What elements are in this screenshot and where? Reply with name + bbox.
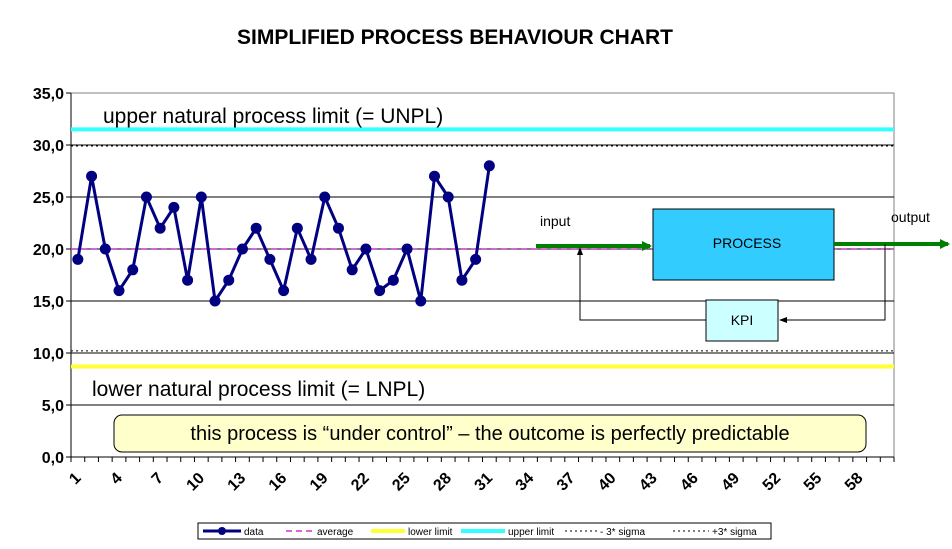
feedback-to-input: [577, 247, 706, 321]
y-tick-label: 30,0: [33, 138, 64, 155]
legend-label: lower limit: [408, 527, 453, 538]
process-label: PROCESS: [713, 235, 781, 251]
x-tick-label: 49: [718, 470, 743, 495]
data-point: [415, 295, 427, 307]
x-tick-label: 19: [307, 470, 332, 495]
data-point: [401, 243, 413, 255]
x-tick-label: 31: [472, 470, 497, 495]
data-point: [483, 160, 495, 172]
data-series: [72, 160, 495, 307]
data-point: [209, 295, 221, 307]
callout-text: this process is “under control” – the ou…: [190, 423, 789, 445]
data-point: [127, 264, 139, 276]
data-point: [346, 264, 358, 276]
process-diagram: input PROCESS output KPI: [536, 208, 950, 342]
y-tick-label: 15,0: [33, 294, 64, 311]
x-tick-label: 1: [66, 470, 84, 488]
x-tick-label: 4: [108, 470, 126, 488]
kpi-box: [705, 299, 779, 342]
data-point: [113, 285, 125, 297]
x-axis-ticks: 1 4 7 10 13 16 19 22 25 28 31 34 37 40 43 46 49 52 55 58: [66, 457, 895, 495]
data-point: [319, 191, 331, 203]
x-tick-label: 22: [348, 470, 373, 495]
data-point: [332, 222, 344, 234]
data-point: [182, 274, 194, 286]
x-tick-label: 16: [266, 470, 291, 495]
data-point: [291, 222, 303, 234]
x-tick-label: 34: [513, 470, 538, 495]
gridlines: [71, 144, 894, 406]
legend-marker: [218, 527, 226, 535]
y-tick-label: 10,0: [33, 346, 64, 363]
y-tick-label: 5,0: [42, 398, 64, 415]
data-point: [86, 170, 98, 182]
data-point: [140, 191, 152, 203]
y-tick-label: 35,0: [33, 86, 64, 103]
data-point: [223, 274, 235, 286]
y-tick-label: 25,0: [33, 190, 64, 207]
x-tick-label: 58: [842, 470, 867, 495]
upper-limit-label: upper natural process limit (= UNPL): [103, 105, 443, 128]
x-tick-label: 7: [149, 470, 167, 488]
y-tick-label: 20,0: [33, 242, 64, 259]
x-tick-label: 13: [225, 470, 250, 495]
lower-limit-label: lower natural process limit (= LNPL): [92, 378, 425, 401]
callout-box: [113, 414, 867, 453]
control-callout: this process is “under control” – the ou…: [113, 414, 867, 453]
x-tick-label: 46: [677, 470, 702, 495]
x-tick-label: 43: [636, 470, 661, 495]
process-box: [652, 208, 835, 281]
output-label: output: [891, 209, 930, 225]
data-point: [428, 170, 440, 182]
data-point: [442, 191, 454, 203]
y-tick-label: 0,0: [42, 450, 64, 467]
input-label: input: [540, 213, 570, 229]
kpi-label: KPI: [731, 312, 754, 328]
data-point: [250, 222, 262, 234]
data-point: [305, 253, 317, 265]
legend-label: average: [317, 527, 354, 538]
x-tick-label: 52: [760, 470, 785, 495]
legend-label: data: [244, 527, 264, 538]
data-point: [470, 253, 482, 265]
data-point: [374, 285, 386, 297]
data-point: [236, 243, 248, 255]
data-point: [278, 285, 290, 297]
data-point: [168, 201, 180, 213]
x-tick-label: 37: [554, 470, 579, 495]
feedback-to-kpi: [779, 244, 886, 323]
legend-label: +3* sigma: [712, 527, 757, 538]
data-point: [360, 243, 372, 255]
x-tick-label: 40: [595, 470, 620, 495]
x-tick-label: 55: [801, 470, 826, 495]
data-point: [456, 274, 468, 286]
data-point: [154, 222, 166, 234]
data-point: [72, 253, 84, 265]
legend-label: - 3* sigma: [600, 527, 645, 538]
data-point: [264, 253, 276, 265]
x-tick-label: 25: [389, 470, 414, 495]
chart-title: SIMPLIFIED PROCESS BEHAVIOUR CHART: [237, 26, 673, 49]
data-point: [195, 191, 207, 203]
legend: data average lower limit upper limit - 3* si…: [197, 522, 772, 540]
data-point: [387, 274, 399, 286]
legend-label: upper limit: [508, 527, 554, 538]
data-point: [99, 243, 111, 255]
x-tick-label: 28: [430, 470, 455, 495]
x-tick-label: 10: [184, 470, 209, 495]
